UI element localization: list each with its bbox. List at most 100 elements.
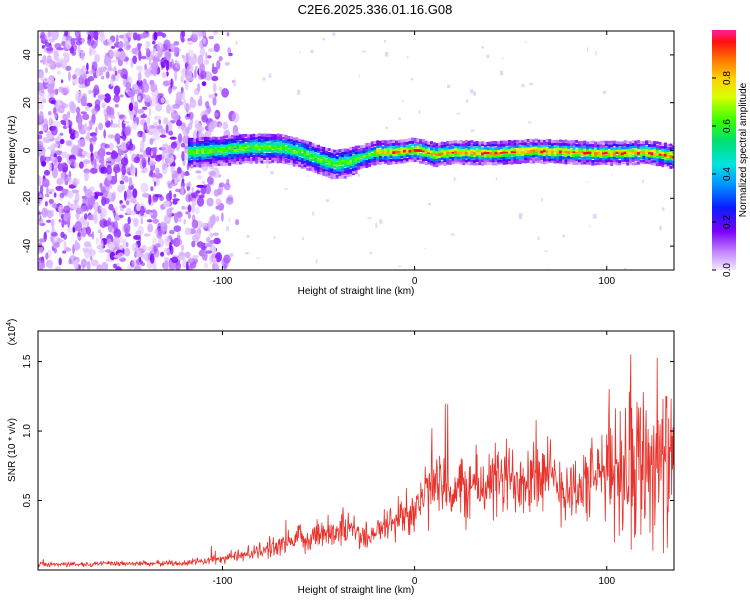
spectrogram-signal-cell	[252, 136, 256, 140]
spectrogram-noise-blob	[38, 218, 44, 225]
spectrogram-signal-cell	[475, 143, 479, 147]
spectrogram-noise-blob	[150, 147, 158, 154]
spectrogram-signal-cell	[263, 146, 267, 150]
spectrogram-signal-cell	[335, 152, 339, 156]
spectrogram-noise-speck	[357, 173, 361, 177]
spectrogram-signal-cell	[330, 164, 334, 168]
spectrogram-signal-cell	[284, 137, 288, 141]
spectrogram-signal-cell	[580, 150, 584, 154]
spectrogram-noise-blob	[104, 113, 109, 123]
spectrogram-noise-blob	[195, 170, 202, 174]
spectrogram-signal-cell	[327, 172, 331, 176]
spectrogram-signal-cell	[637, 145, 641, 149]
spectrogram-noise-blob	[212, 96, 217, 106]
spectrogram-signal-cell	[529, 144, 533, 148]
spectrogram-noise-blob	[125, 141, 133, 151]
spectrogram-signal-cell	[594, 162, 598, 166]
spectrogram-signal-cell	[241, 134, 245, 137]
spectrogram-noise-blob	[205, 51, 208, 60]
spectrogram-signal-cell	[464, 159, 468, 163]
spectrogram-noise-blob	[138, 80, 143, 90]
spectrogram-signal-cell	[263, 160, 267, 164]
spectrogram-noise-speck	[486, 54, 490, 59]
spectrogram-signal-cell	[386, 148, 390, 152]
spectrogram-signal-cell	[623, 158, 627, 162]
spectrogram-signal-cell	[661, 155, 665, 159]
spectrogram-signal-cell	[545, 158, 549, 162]
spectrogram-signal-cell	[292, 147, 296, 150]
spectrogram-noise	[38, 31, 665, 270]
spectrogram-signal-cell	[325, 155, 329, 159]
spectrogram-noise-blob	[47, 111, 52, 116]
spectrogram-signal-cell	[279, 151, 283, 155]
spectrogram-signal-cell	[193, 161, 197, 165]
spectrogram-noise-blob	[84, 188, 92, 199]
spectrogram-signal-cell	[456, 145, 460, 149]
spectrogram-signal-cell	[190, 159, 194, 163]
spectrogram-noise-blob	[132, 188, 138, 199]
spectrogram-signal-cell	[456, 154, 460, 157]
spectrogram-signal-cell	[526, 152, 530, 155]
spectrogram-signal-cell	[373, 156, 377, 160]
spectrogram-signal-cell	[303, 150, 307, 154]
spectrogram-signal-cell	[610, 151, 614, 155]
spectrogram-noise-blob	[188, 58, 196, 66]
spectrogram-noise-blob	[208, 170, 216, 177]
spectrogram-signal-cell	[362, 144, 366, 148]
spectrogram-signal-cell	[376, 145, 380, 149]
spectrogram-signal-cell	[577, 150, 581, 154]
spectrogram-signal-cell	[276, 146, 280, 150]
spectrogram-signal-cell	[392, 161, 396, 165]
spectrogram-signal-cell	[537, 155, 541, 159]
spectrogram-signal-cell	[413, 137, 417, 141]
spectrogram-signal-cell	[626, 162, 630, 166]
spectrogram-noise-blob	[152, 218, 159, 224]
spectrogram-noise-blob	[125, 200, 130, 206]
spectrogram-signal-cell	[510, 145, 514, 149]
spectrogram-signal-cell	[435, 164, 439, 168]
spectrogram-signal-cell	[486, 162, 490, 166]
spectrogram-signal-cell	[650, 154, 654, 158]
spectrogram-signal-cell	[642, 148, 646, 152]
spectrogram-signal-cell	[491, 152, 495, 155]
spectrogram-signal-cell	[195, 140, 199, 144]
spectrogram-signal-cell	[448, 150, 452, 154]
spectrogram-noise-blob	[175, 140, 181, 152]
spectrogram-signal-cell	[190, 144, 194, 148]
spectrogram-noise-blob	[133, 116, 138, 122]
spectrogram-signal-cell	[295, 148, 299, 151]
spectrogram-noise-blob	[53, 143, 59, 148]
spectrogram-signal-cell	[604, 147, 608, 151]
spectrogram-noise-blob	[100, 75, 105, 80]
spectrogram-signal-cell	[209, 140, 213, 144]
spectrogram-noise-blob	[47, 76, 55, 85]
spectrogram-signal-cell	[265, 149, 269, 153]
spectrogram-signal-cell	[516, 144, 520, 148]
spectrogram-signal-cell	[473, 141, 476, 145]
spectrogram-signal-cell	[389, 143, 393, 146]
spectrogram-signal-cell	[311, 143, 315, 147]
spectrogram-noise-blob	[38, 140, 44, 150]
spectrogram-signal-cell	[569, 140, 573, 144]
spectrogram-noise-blob	[212, 82, 217, 93]
spectrogram-signal-cell	[244, 149, 248, 153]
spectrogram-noise-blob	[203, 184, 207, 189]
spectrogram-signal-cell	[311, 169, 315, 173]
spectrogram-signal-cell	[268, 146, 272, 150]
spectrogram-signal-cell	[274, 147, 277, 150]
spectrogram-signal-cell	[526, 154, 530, 158]
spectrogram-noise-blob	[198, 31, 202, 39]
spectrogram-noise-blob	[78, 116, 83, 125]
spectrogram-signal-cell	[623, 153, 627, 157]
spectrogram-signal-cell	[217, 149, 221, 152]
spectrogram-signal-cell	[508, 139, 511, 143]
spectrogram-signal-cell	[381, 158, 385, 162]
spectrogram-signal-cell	[306, 155, 310, 158]
spectrogram-signal-cell	[341, 154, 345, 158]
spectrogram-signal-cell	[432, 147, 436, 151]
spectrogram-noise-blob	[218, 182, 225, 188]
spectrogram-signal-cell	[454, 147, 458, 151]
spectrogram-signal-cell	[384, 160, 388, 164]
spectrogram-signal-cell	[300, 152, 304, 156]
spectrogram-signal-cell	[354, 156, 358, 159]
